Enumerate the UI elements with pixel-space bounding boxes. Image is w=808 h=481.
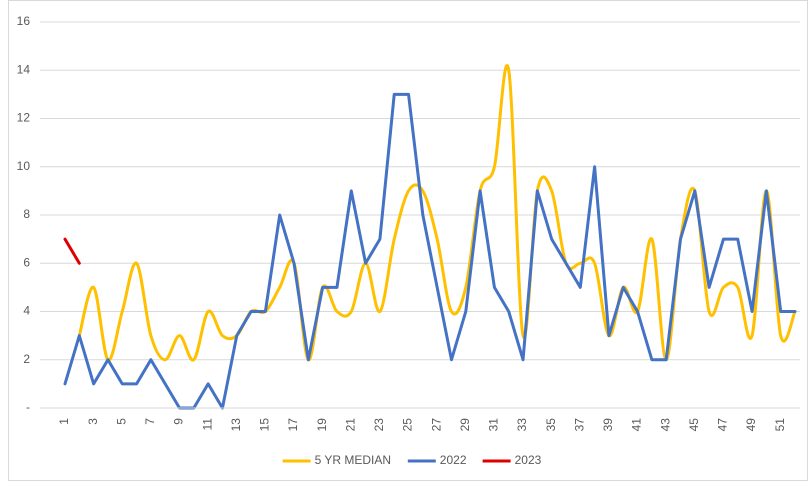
- x-tick-label: 43: [658, 418, 672, 432]
- x-tick-label: 49: [744, 418, 758, 432]
- x-tick-label: 39: [601, 418, 615, 432]
- y-tick-label: 16: [17, 14, 31, 28]
- x-tick-label: 3: [86, 418, 100, 425]
- y-tick-label: 10: [17, 159, 31, 173]
- x-tick-label: 17: [286, 418, 300, 432]
- x-tick-label: 51: [773, 418, 787, 432]
- y-tick-label: 6: [23, 255, 30, 269]
- x-tick-label: 47: [716, 418, 730, 432]
- x-tick-label: 7: [143, 418, 157, 425]
- x-tick-label: 25: [401, 418, 415, 432]
- x-tick-label: 29: [458, 418, 472, 432]
- series-line: [63, 237, 81, 265]
- chart-frame: [8, 0, 808, 481]
- series-line: [77, 64, 797, 362]
- y-tick-label: 14: [17, 62, 31, 76]
- y-tick-label: 2: [23, 352, 30, 366]
- legend-label: 5 YR MEDIAN: [315, 453, 391, 467]
- x-tick-label: 45: [687, 418, 701, 432]
- x-tick-label: 15: [258, 418, 272, 432]
- x-tick-label: 19: [315, 418, 329, 432]
- x-tick-label: 23: [372, 418, 386, 432]
- x-tick-label: 27: [429, 418, 443, 432]
- y-tick-label: 4: [23, 304, 30, 318]
- legend-label: 2022: [440, 453, 467, 467]
- x-tick-label: 41: [630, 418, 644, 432]
- x-tick-label: 13: [229, 418, 243, 432]
- x-tick-label: 9: [172, 418, 186, 425]
- legend-label: 2023: [515, 453, 542, 467]
- y-tick-label: -: [26, 400, 30, 414]
- x-tick-label: 11: [200, 418, 214, 431]
- x-tick-label: 21: [343, 418, 357, 432]
- x-tick-label: 33: [515, 418, 529, 432]
- y-tick-label: 12: [17, 111, 31, 125]
- x-tick-label: 35: [544, 418, 558, 432]
- x-tick-label: 31: [487, 418, 501, 432]
- x-tick-label: 1: [57, 418, 71, 425]
- x-tick-label: 5: [114, 418, 128, 425]
- x-tick-label: 37: [572, 418, 586, 432]
- y-tick-label: 8: [23, 207, 30, 221]
